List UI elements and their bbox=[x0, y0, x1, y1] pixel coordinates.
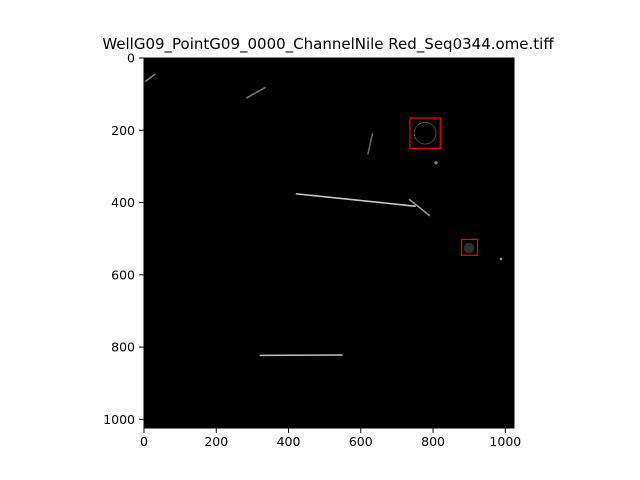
fiber bbox=[246, 86, 266, 99]
y-tick-label: 400 bbox=[111, 195, 135, 210]
plot-title: WellG09_PointG09_0000_ChannelNile Red_Se… bbox=[102, 35, 554, 54]
image-frame bbox=[143, 57, 515, 429]
annotation-layer bbox=[409, 117, 479, 256]
image-axes bbox=[143, 57, 515, 429]
y-axis: 0 200 400 600 800 1000 bbox=[103, 51, 144, 427]
fiber bbox=[367, 133, 374, 155]
features-layer bbox=[145, 73, 503, 357]
x-tick-label: 1000 bbox=[489, 434, 521, 449]
y-tick-label: 600 bbox=[111, 267, 135, 282]
image-background bbox=[144, 58, 514, 428]
fiber bbox=[295, 193, 416, 207]
annotation-box bbox=[409, 117, 441, 149]
ring-feature bbox=[413, 121, 437, 145]
y-tick-label: 200 bbox=[111, 123, 135, 138]
y-tick-label: 800 bbox=[111, 340, 135, 355]
particle bbox=[499, 257, 503, 261]
annotation-box bbox=[461, 238, 479, 256]
y-tick-label: 1000 bbox=[103, 412, 135, 427]
x-tick-label: 600 bbox=[349, 434, 373, 449]
x-tick-label: 0 bbox=[140, 434, 148, 449]
x-axis: 0 200 400 600 800 1000 bbox=[140, 428, 521, 449]
particle bbox=[434, 161, 438, 165]
x-tick-label: 400 bbox=[277, 434, 301, 449]
x-tick-label: 800 bbox=[421, 434, 445, 449]
y-tick-label: 0 bbox=[127, 51, 135, 66]
fiber bbox=[145, 73, 156, 82]
x-tick-label: 200 bbox=[204, 434, 228, 449]
fiber bbox=[408, 198, 431, 217]
particle bbox=[463, 242, 475, 254]
